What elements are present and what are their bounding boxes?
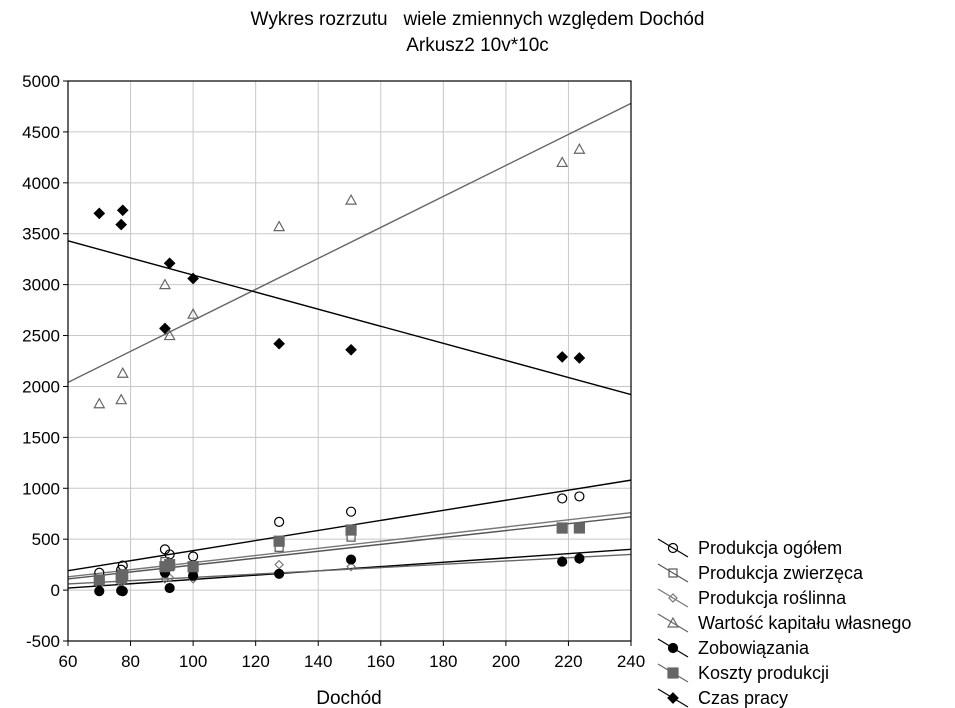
- legend-marker: [667, 642, 679, 654]
- fit-line: [67, 240, 632, 396]
- y-tick-label: 0: [51, 581, 60, 600]
- data-point: [574, 491, 585, 502]
- data-point: [164, 559, 176, 571]
- y-tick-label: 1500: [22, 428, 60, 447]
- data-point: [345, 343, 357, 356]
- data-point: [345, 193, 358, 205]
- data-point: [93, 207, 106, 220]
- x-tick-label: 60: [59, 652, 78, 671]
- legend-marker: [666, 616, 680, 628]
- y-tick-label: 3500: [22, 225, 60, 244]
- data-point: [557, 556, 568, 567]
- legend-line: [657, 563, 689, 583]
- plot-frame: [67, 80, 632, 642]
- legend-marker: [667, 692, 679, 704]
- legend-line: [657, 538, 689, 558]
- data-point: [556, 156, 569, 168]
- data-point: [117, 569, 129, 581]
- y-tick-label: 4500: [22, 123, 60, 142]
- legend-label: Koszty produkcji: [698, 663, 829, 683]
- data-point: [557, 493, 568, 504]
- data-point: [159, 322, 171, 335]
- data-point: [93, 574, 105, 586]
- legend-label: Produkcja roślinna: [698, 588, 847, 608]
- data-point: [273, 337, 285, 350]
- data-point: [273, 220, 286, 232]
- data-point: [163, 257, 176, 270]
- y-axis-ticks: -500 0 500 1000 1500 2000 2500 3000 3500 4000 4500…: [22, 72, 68, 651]
- data-point: [117, 586, 128, 597]
- legend-marker: [667, 667, 679, 679]
- data-point: [274, 568, 285, 579]
- data-point: [573, 352, 586, 364]
- legend-marker: [668, 568, 678, 578]
- y-tick-label: 1000: [22, 479, 60, 498]
- legend-label: Czas pracy: [698, 688, 788, 708]
- x-tick-label: 240: [617, 652, 645, 671]
- fit-line: [67, 102, 632, 384]
- y-tick-label: 500: [32, 530, 60, 549]
- data-point: [163, 329, 176, 341]
- y-tick-label: 5000: [22, 72, 60, 91]
- data-point: [345, 554, 357, 565]
- y-tick-label: -500: [26, 632, 60, 651]
- x-tick-label: 160: [367, 652, 395, 671]
- data-point: [116, 204, 129, 217]
- x-tick-label: 120: [241, 652, 269, 671]
- data-point: [187, 272, 199, 285]
- data-point: [346, 561, 356, 572]
- data-point: [274, 516, 285, 527]
- chart-subtitle: Arkusz2 10v*10c: [406, 35, 549, 56]
- legend-line: [657, 588, 689, 608]
- legend-label: Produkcja ogółem: [698, 538, 842, 558]
- data-point: [573, 522, 585, 534]
- data-point: [115, 218, 128, 231]
- data-points: [93, 142, 586, 597]
- data-point: [187, 561, 199, 573]
- data-point: [188, 551, 199, 562]
- y-tick-label: 3000: [22, 276, 60, 295]
- x-tick-label: 220: [554, 652, 582, 671]
- data-point: [574, 553, 585, 564]
- data-point: [160, 574, 170, 584]
- x-tick-label: 200: [492, 652, 520, 671]
- legend-label: Produkcja zwierzęca: [698, 563, 864, 583]
- chart-title: Wykres rozrzutu wiele zmiennych względem…: [250, 9, 705, 30]
- x-tick-label: 80: [121, 652, 140, 671]
- data-point: [556, 522, 568, 534]
- x-axis-ticks: 60 80 100 120 140 160 180 200 220 240: [59, 641, 645, 671]
- data-point: [94, 586, 105, 597]
- data-point: [273, 535, 285, 547]
- data-point: [274, 559, 284, 570]
- legend-line: [657, 613, 689, 633]
- y-tick-label: 2000: [22, 377, 60, 396]
- data-point: [187, 307, 200, 319]
- data-point: [188, 570, 199, 581]
- x-tick-label: 100: [179, 652, 207, 671]
- data-point: [164, 549, 175, 560]
- y-tick-label: 2500: [22, 327, 60, 346]
- legend: Produkcja ogółem Produkcja zwierzęca Produ…: [657, 538, 911, 708]
- legend-marker: [667, 542, 679, 554]
- data-point: [345, 506, 357, 517]
- data-point: [573, 142, 586, 154]
- legend-label: Zobowiązania: [698, 638, 810, 658]
- legend-marker: [668, 593, 678, 603]
- data-point: [556, 351, 569, 363]
- data-point: [345, 524, 357, 536]
- x-tick-label: 140: [304, 652, 332, 671]
- data-point: [115, 393, 128, 405]
- data-point: [93, 397, 106, 409]
- data-point: [116, 366, 129, 378]
- legend-label: Wartość kapitału własnego: [698, 613, 911, 633]
- x-axis-label: Dochód: [316, 688, 382, 708]
- data-point: [158, 278, 171, 290]
- y-tick-label: 4000: [22, 174, 60, 193]
- x-tick-label: 180: [429, 652, 457, 671]
- data-point: [164, 582, 175, 594]
